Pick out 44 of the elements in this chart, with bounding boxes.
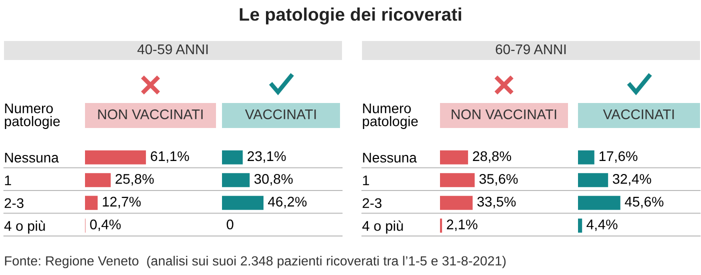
y-tick-label: 1 [5, 176, 12, 186]
data-label: 30,8% [254, 174, 293, 186]
data-label: 0 [226, 220, 234, 230]
bar [578, 218, 582, 233]
data-label: 17,6% [600, 151, 638, 163]
data-label: 23,1% [248, 151, 286, 163]
data-label: 35,6% [479, 174, 518, 186]
chart-title: VACCINATI [245, 109, 316, 120]
bar [578, 196, 620, 210]
data-label: 61,1% [150, 151, 189, 163]
y-axis-title: Numero patologie [362, 104, 418, 129]
bar [85, 196, 98, 210]
y-tick-label: Nessuna [5, 152, 59, 163]
data-label: 0,4% [90, 220, 121, 231]
y-tick-label: 4 o più [362, 220, 403, 234]
bar [578, 173, 608, 188]
data-label: 28,8% [472, 151, 512, 163]
y-tick-label: Nessuna [363, 152, 417, 163]
source-note: Fonte: Regione Veneto (analisi sui suoi 2.348 pazienti ricoverati tra l’1-5 e 31-8-2021) [5, 256, 506, 268]
text: 40-59 ANNI [137, 44, 208, 54]
bar [578, 150, 594, 164]
text: 60-79 ANNI [496, 44, 566, 54]
data-label: 2,1% [446, 220, 478, 231]
y-tick-label: 4 o più [4, 220, 45, 234]
data-label: 46,2% [268, 196, 307, 208]
bar [440, 150, 468, 164]
y-tick-label: 2-3 [362, 198, 382, 208]
bar [85, 150, 146, 164]
chart-title: NON VACCINATI [98, 109, 203, 120]
text: Le patologie dei ricoverati [240, 8, 462, 24]
data-label: 25,8% [116, 174, 154, 186]
y-tick-label: 2-3 [4, 198, 24, 208]
y-axis-title: Numero patologie [4, 104, 60, 129]
data-label: 33,5% [477, 196, 516, 208]
data-label: 32,4% [612, 174, 652, 186]
data-label: 45,6% [624, 196, 664, 208]
bar [440, 196, 473, 210]
data-label: 12,7% [102, 196, 141, 208]
chart-title: VACCINATI [603, 109, 674, 120]
bar [440, 173, 475, 188]
text: NON VACCINATI [452, 109, 556, 120]
y-tick-label: 1 [363, 176, 370, 186]
data-label: 4,4% [586, 220, 618, 231]
bar [85, 173, 111, 188]
